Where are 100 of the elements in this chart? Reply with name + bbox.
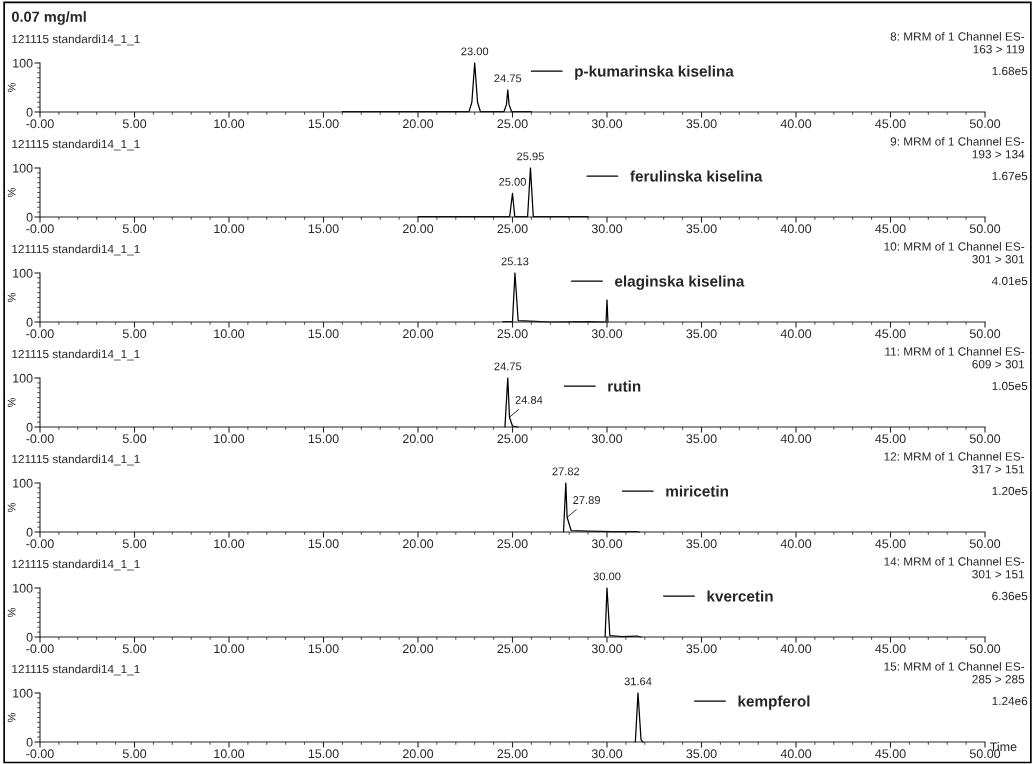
chart-subtitle: 121115 standardi14_1_1 bbox=[12, 664, 140, 676]
x-tick-label: 40.00 bbox=[780, 329, 812, 339]
x-tick-label: 25.00 bbox=[497, 434, 528, 444]
x-tick-label: -0.00 bbox=[26, 224, 54, 234]
x-tick-label: 35.00 bbox=[686, 329, 717, 339]
y-tick-label: 0 bbox=[26, 737, 33, 747]
x-tick-label: 10.00 bbox=[214, 224, 245, 234]
x-tick-label: 40.00 bbox=[780, 749, 812, 759]
x-tick-label: 5.00 bbox=[122, 434, 147, 444]
legend-label: kempferol bbox=[738, 695, 810, 710]
x-tick-label: 20.00 bbox=[402, 749, 434, 759]
text: 4.01e5 bbox=[991, 276, 1028, 286]
x-tick-label: 25.00 bbox=[497, 749, 528, 759]
x-tick-label: 40.00 bbox=[780, 224, 812, 234]
x-tick-label: 45.00 bbox=[875, 329, 906, 339]
x-tick-label: 30.00 bbox=[591, 539, 623, 549]
text: 8: MRM of 1 Channel ES- 163 > 119 bbox=[890, 32, 1025, 54]
x-tick-label: 50.00 bbox=[969, 539, 1001, 549]
x-tick-label: 30.00 bbox=[591, 119, 623, 129]
x-tick-label: 50.00 bbox=[969, 644, 1001, 654]
x-tick-label: 20.00 bbox=[402, 224, 434, 234]
x-tick-label: 25.00 bbox=[497, 224, 528, 234]
x-tick-label: 40.00 bbox=[780, 119, 812, 129]
x-tick-label: 10.00 bbox=[214, 644, 245, 654]
x-tick-label: 25.00 bbox=[497, 539, 528, 549]
legend-label: p-kumarinska kiselina bbox=[575, 65, 734, 80]
x-tick-label: 35.00 bbox=[686, 539, 717, 549]
legend-label: miricetin bbox=[666, 485, 729, 497]
x-tick-label: 10.00 bbox=[214, 434, 245, 444]
annotation: 25.13 bbox=[501, 257, 529, 266]
x-tick-label: 40.00 bbox=[780, 434, 812, 444]
text: 1.68e5 bbox=[992, 66, 1028, 76]
x-tick-label: 15.00 bbox=[308, 539, 339, 549]
x-tick-label: 20.00 bbox=[402, 434, 434, 444]
x-tick-label: 45.00 bbox=[875, 434, 906, 444]
text: 14: MRM of 1 Channel ES- 301 > 151 bbox=[884, 557, 1025, 579]
y-tick-label: 100 bbox=[13, 688, 33, 698]
x-tick-label: -0.00 bbox=[26, 644, 54, 654]
x-tick-label: 25.00 bbox=[497, 119, 528, 129]
x-tick-label: 15.00 bbox=[308, 224, 339, 234]
x-tick-label: 10.00 bbox=[214, 329, 245, 339]
y-axis-title: % bbox=[7, 187, 16, 198]
text: 1.05e5 bbox=[992, 381, 1028, 391]
x-tick-label: -0.00 bbox=[26, 329, 54, 339]
x-tick-label: 25.00 bbox=[497, 329, 528, 339]
x-tick-label: 40.00 bbox=[780, 644, 812, 654]
text: 1.24e6 bbox=[992, 696, 1028, 706]
y-tick-label: 0 bbox=[26, 317, 33, 327]
x-tick-label: 5.00 bbox=[122, 224, 147, 234]
annotation: 24.84 bbox=[515, 396, 543, 404]
annotation: 23.00 bbox=[461, 47, 489, 56]
x-tick-label: 15.00 bbox=[308, 644, 339, 654]
x-tick-label: 35.00 bbox=[686, 224, 717, 234]
x-tick-label: 15.00 bbox=[308, 749, 339, 759]
x-tick-label: 20.00 bbox=[402, 644, 434, 654]
x-tick-label: 5.00 bbox=[122, 539, 147, 549]
y-axis-title: % bbox=[7, 607, 16, 618]
x-tick-label: -0.00 bbox=[26, 119, 54, 129]
annotation: 27.82 bbox=[552, 467, 580, 476]
x-tick-label: 45.00 bbox=[875, 119, 906, 129]
chart-subtitle: 121115 standardi14_1_1 bbox=[12, 349, 140, 361]
legend-label: rutin bbox=[608, 380, 641, 392]
x-tick-label: 10.00 bbox=[214, 119, 245, 129]
annotation: 24.75 bbox=[494, 362, 522, 371]
annotation: 30.00 bbox=[593, 572, 621, 581]
x-tick-label: 50.00 bbox=[969, 434, 1001, 444]
legend-label: kvercetin bbox=[707, 590, 773, 602]
y-tick-label: 100 bbox=[13, 373, 33, 383]
x-tick-label: 20.00 bbox=[402, 539, 434, 549]
x-tick-label: 30.00 bbox=[591, 434, 623, 444]
x-tick-label: 30.00 bbox=[591, 749, 623, 759]
x-tick-label: 35.00 bbox=[686, 749, 717, 759]
legend-label: elaginska kiselina bbox=[615, 275, 745, 290]
x-tick-label: 15.00 bbox=[308, 329, 339, 339]
y-tick-label: 0 bbox=[26, 422, 33, 432]
x-tick-label: 45.00 bbox=[875, 749, 906, 759]
x-tick-label: 30.00 bbox=[591, 644, 623, 654]
y-tick-label: 0 bbox=[26, 107, 33, 117]
y-tick-label: 100 bbox=[13, 583, 33, 593]
text: 10: MRM of 1 Channel ES- 301 > 301 bbox=[884, 242, 1025, 264]
y-tick-label: 100 bbox=[13, 163, 33, 173]
x-tick-label: 35.00 bbox=[686, 644, 717, 654]
x-tick-label: 30.00 bbox=[591, 329, 623, 339]
text: 15: MRM of 1 Channel ES- 285 > 285 bbox=[884, 662, 1025, 684]
chart-title: 0.07 mg/ml bbox=[11, 11, 86, 25]
x-tick-label: 5.00 bbox=[122, 329, 147, 339]
x-tick-label: 25.00 bbox=[497, 644, 528, 654]
annotation: 25.00 bbox=[499, 177, 526, 186]
y-axis-title: % bbox=[7, 502, 16, 513]
y-tick-label: 100 bbox=[13, 268, 33, 278]
x-tick-label: 35.00 bbox=[686, 434, 717, 444]
x-tick-label: 30.00 bbox=[591, 224, 623, 234]
y-axis-title: % bbox=[7, 292, 16, 303]
x-tick-label: 15.00 bbox=[308, 434, 339, 444]
x-tick-label: -0.00 bbox=[26, 539, 54, 549]
x-tick-label: 20.00 bbox=[402, 329, 434, 339]
chart-subtitle: 121115 standardi14_1_1 bbox=[12, 244, 140, 256]
text: 6.36e5 bbox=[992, 591, 1028, 601]
chart-subtitle: 121115 standardi14_1_1 bbox=[12, 454, 140, 466]
text: 12: MRM of 1 Channel ES- 317 > 151 bbox=[884, 452, 1025, 474]
